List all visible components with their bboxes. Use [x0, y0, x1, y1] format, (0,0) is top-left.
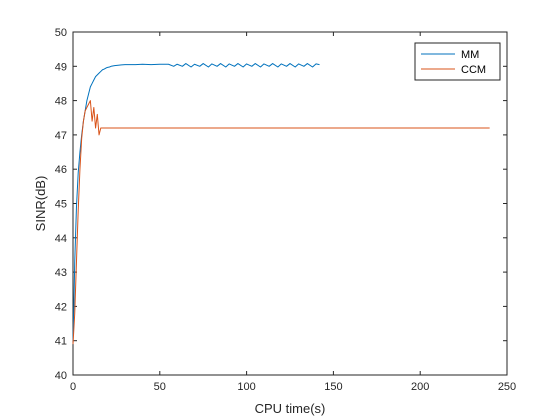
y-tick-label: 47 [55, 130, 67, 142]
x-tick-label: 250 [498, 381, 516, 393]
x-tick-label: 200 [411, 381, 429, 393]
y-tick-label: 45 [55, 199, 67, 211]
y-tick-label: 49 [55, 61, 67, 73]
y-tick-label: 43 [55, 267, 67, 279]
legend-entry-mm: MM [461, 49, 479, 61]
y-axis-label: SINR(dB) [33, 176, 48, 232]
axes-box [73, 32, 507, 375]
plot-area [73, 32, 507, 375]
y-tick-label: 42 [55, 301, 67, 313]
x-tick-label: 0 [70, 381, 76, 393]
x-tick-label: 100 [237, 381, 255, 393]
legend: MM CCM [415, 43, 500, 80]
y-tick-label: 46 [55, 164, 67, 176]
y-tick-label: 44 [55, 233, 67, 245]
legend-box [415, 43, 500, 80]
x-axis-label: CPU time(s) [255, 401, 326, 416]
y-tick-label: 50 [55, 27, 67, 39]
y-tick-label: 40 [55, 370, 67, 382]
y-tick-label: 48 [55, 96, 67, 108]
x-tick-label: 150 [324, 381, 342, 393]
y-tick-label: 41 [55, 336, 67, 348]
legend-entry-ccm: CCM [461, 64, 486, 76]
x-tick-label: 50 [154, 381, 166, 393]
